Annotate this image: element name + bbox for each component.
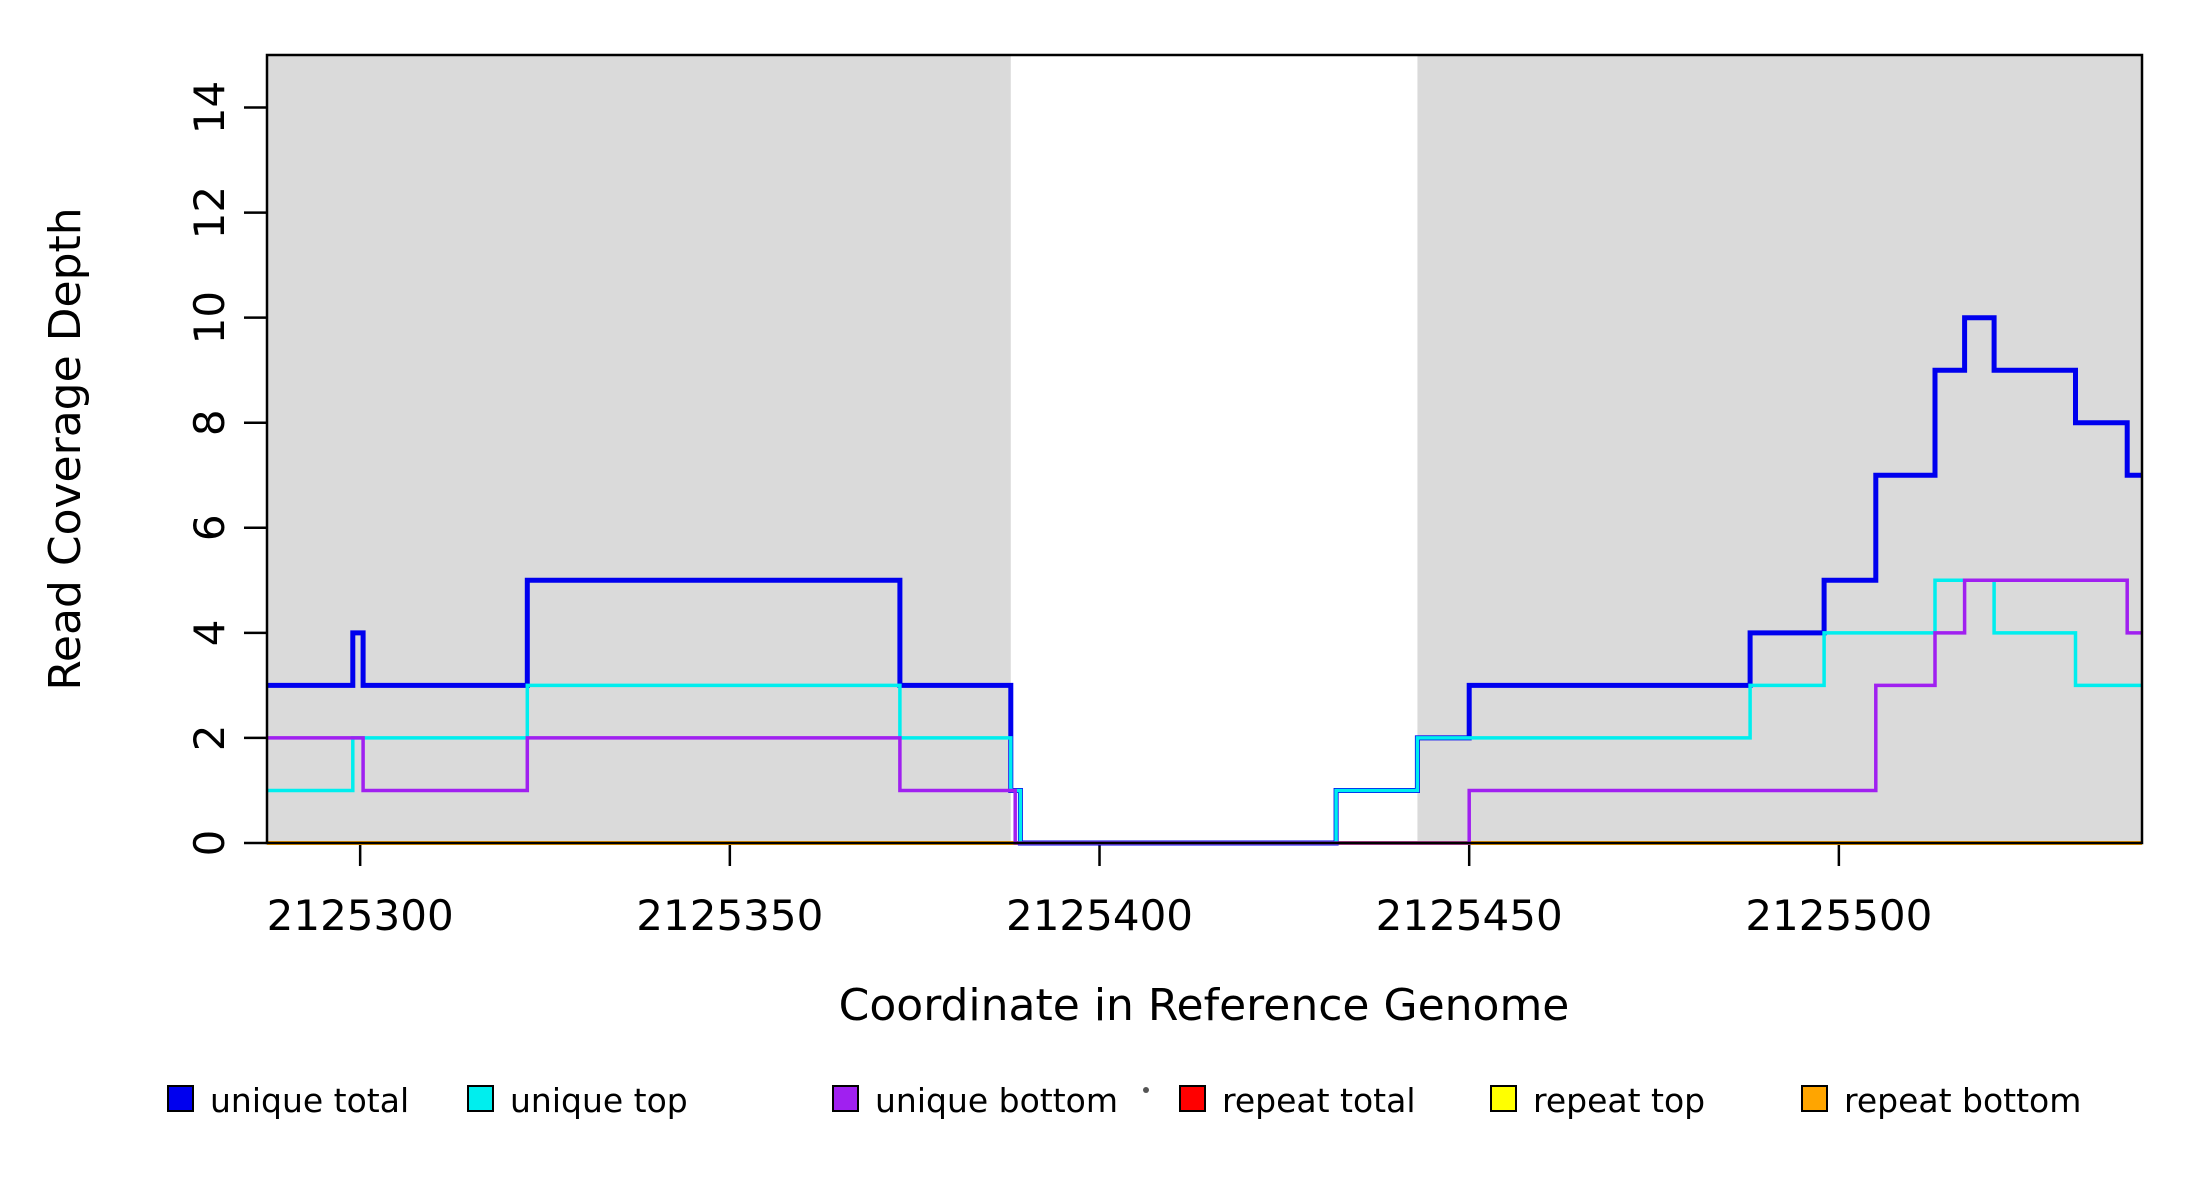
legend-swatch-unique-bottom [832,1085,859,1112]
y-tick-label: 14 [185,81,234,134]
legend-item-unique-total: unique total [167,1081,409,1120]
shaded-region-1 [1417,55,2142,843]
legend-label: repeat bottom [1844,1081,2081,1120]
series-line-unique-bottom [267,578,2142,845]
legend-label: repeat total [1222,1081,1416,1120]
x-tick-label: 2125300 [267,891,454,940]
shaded-regions-group [267,55,2142,843]
legend-label: repeat top [1533,1081,1705,1120]
x-tick-label: 2125400 [1006,891,1193,940]
plot-frame [265,53,2144,845]
x-tick-label: 2125450 [1376,891,1563,940]
y-tick-label: 6 [185,514,234,541]
legend-label: unique total [210,1081,409,1120]
x-tick-label: 2125500 [1745,891,1932,940]
y-tick-label: 0 [185,830,234,857]
legend-label: unique top [510,1081,688,1120]
legend-swatch-unique-top [467,1085,494,1112]
y-axis-title: Read Coverage Depth [40,207,91,690]
x-tick-label: 2125350 [636,891,823,940]
legend-swatch-repeat-top [1490,1085,1517,1112]
y-tick-label: 10 [185,291,234,344]
y-tick-label: 8 [185,409,234,436]
axes-group: 2125300 2125350 2125400 2125450 2125500 0 2 4 6 8… [185,81,1932,940]
series-line-unique-total [267,315,2142,846]
shaded-region-0 [267,55,1011,843]
y-tick-label: 12 [185,186,234,239]
y-tick-label: 2 [185,725,234,752]
legend-item-unique-top: unique top [467,1081,688,1120]
axis-titles-group: Coordinate in Reference Genome Read Cove… [40,207,1569,1031]
legend-item-repeat-bottom: repeat bottom [1801,1081,2081,1120]
x-axis-title: Coordinate in Reference Genome [839,980,1570,1031]
legend-item-repeat-total: repeat total [1179,1081,1416,1120]
plot-frame-group [265,53,2144,845]
legend-label: unique bottom [875,1081,1118,1120]
legend-group: unique total unique top unique bottom repea… [167,1081,2081,1120]
legend-swatch-repeat-total [1179,1085,1206,1112]
legend-swatch-unique-total [167,1085,194,1112]
legend-swatch-repeat-bottom [1801,1085,1828,1112]
legend-item-unique-bottom: unique bottom [832,1081,1118,1120]
legend-item-repeat-top: repeat top [1490,1081,1705,1120]
stray-dot-mark [1143,1087,1149,1093]
y-tick-label: 4 [185,619,234,646]
